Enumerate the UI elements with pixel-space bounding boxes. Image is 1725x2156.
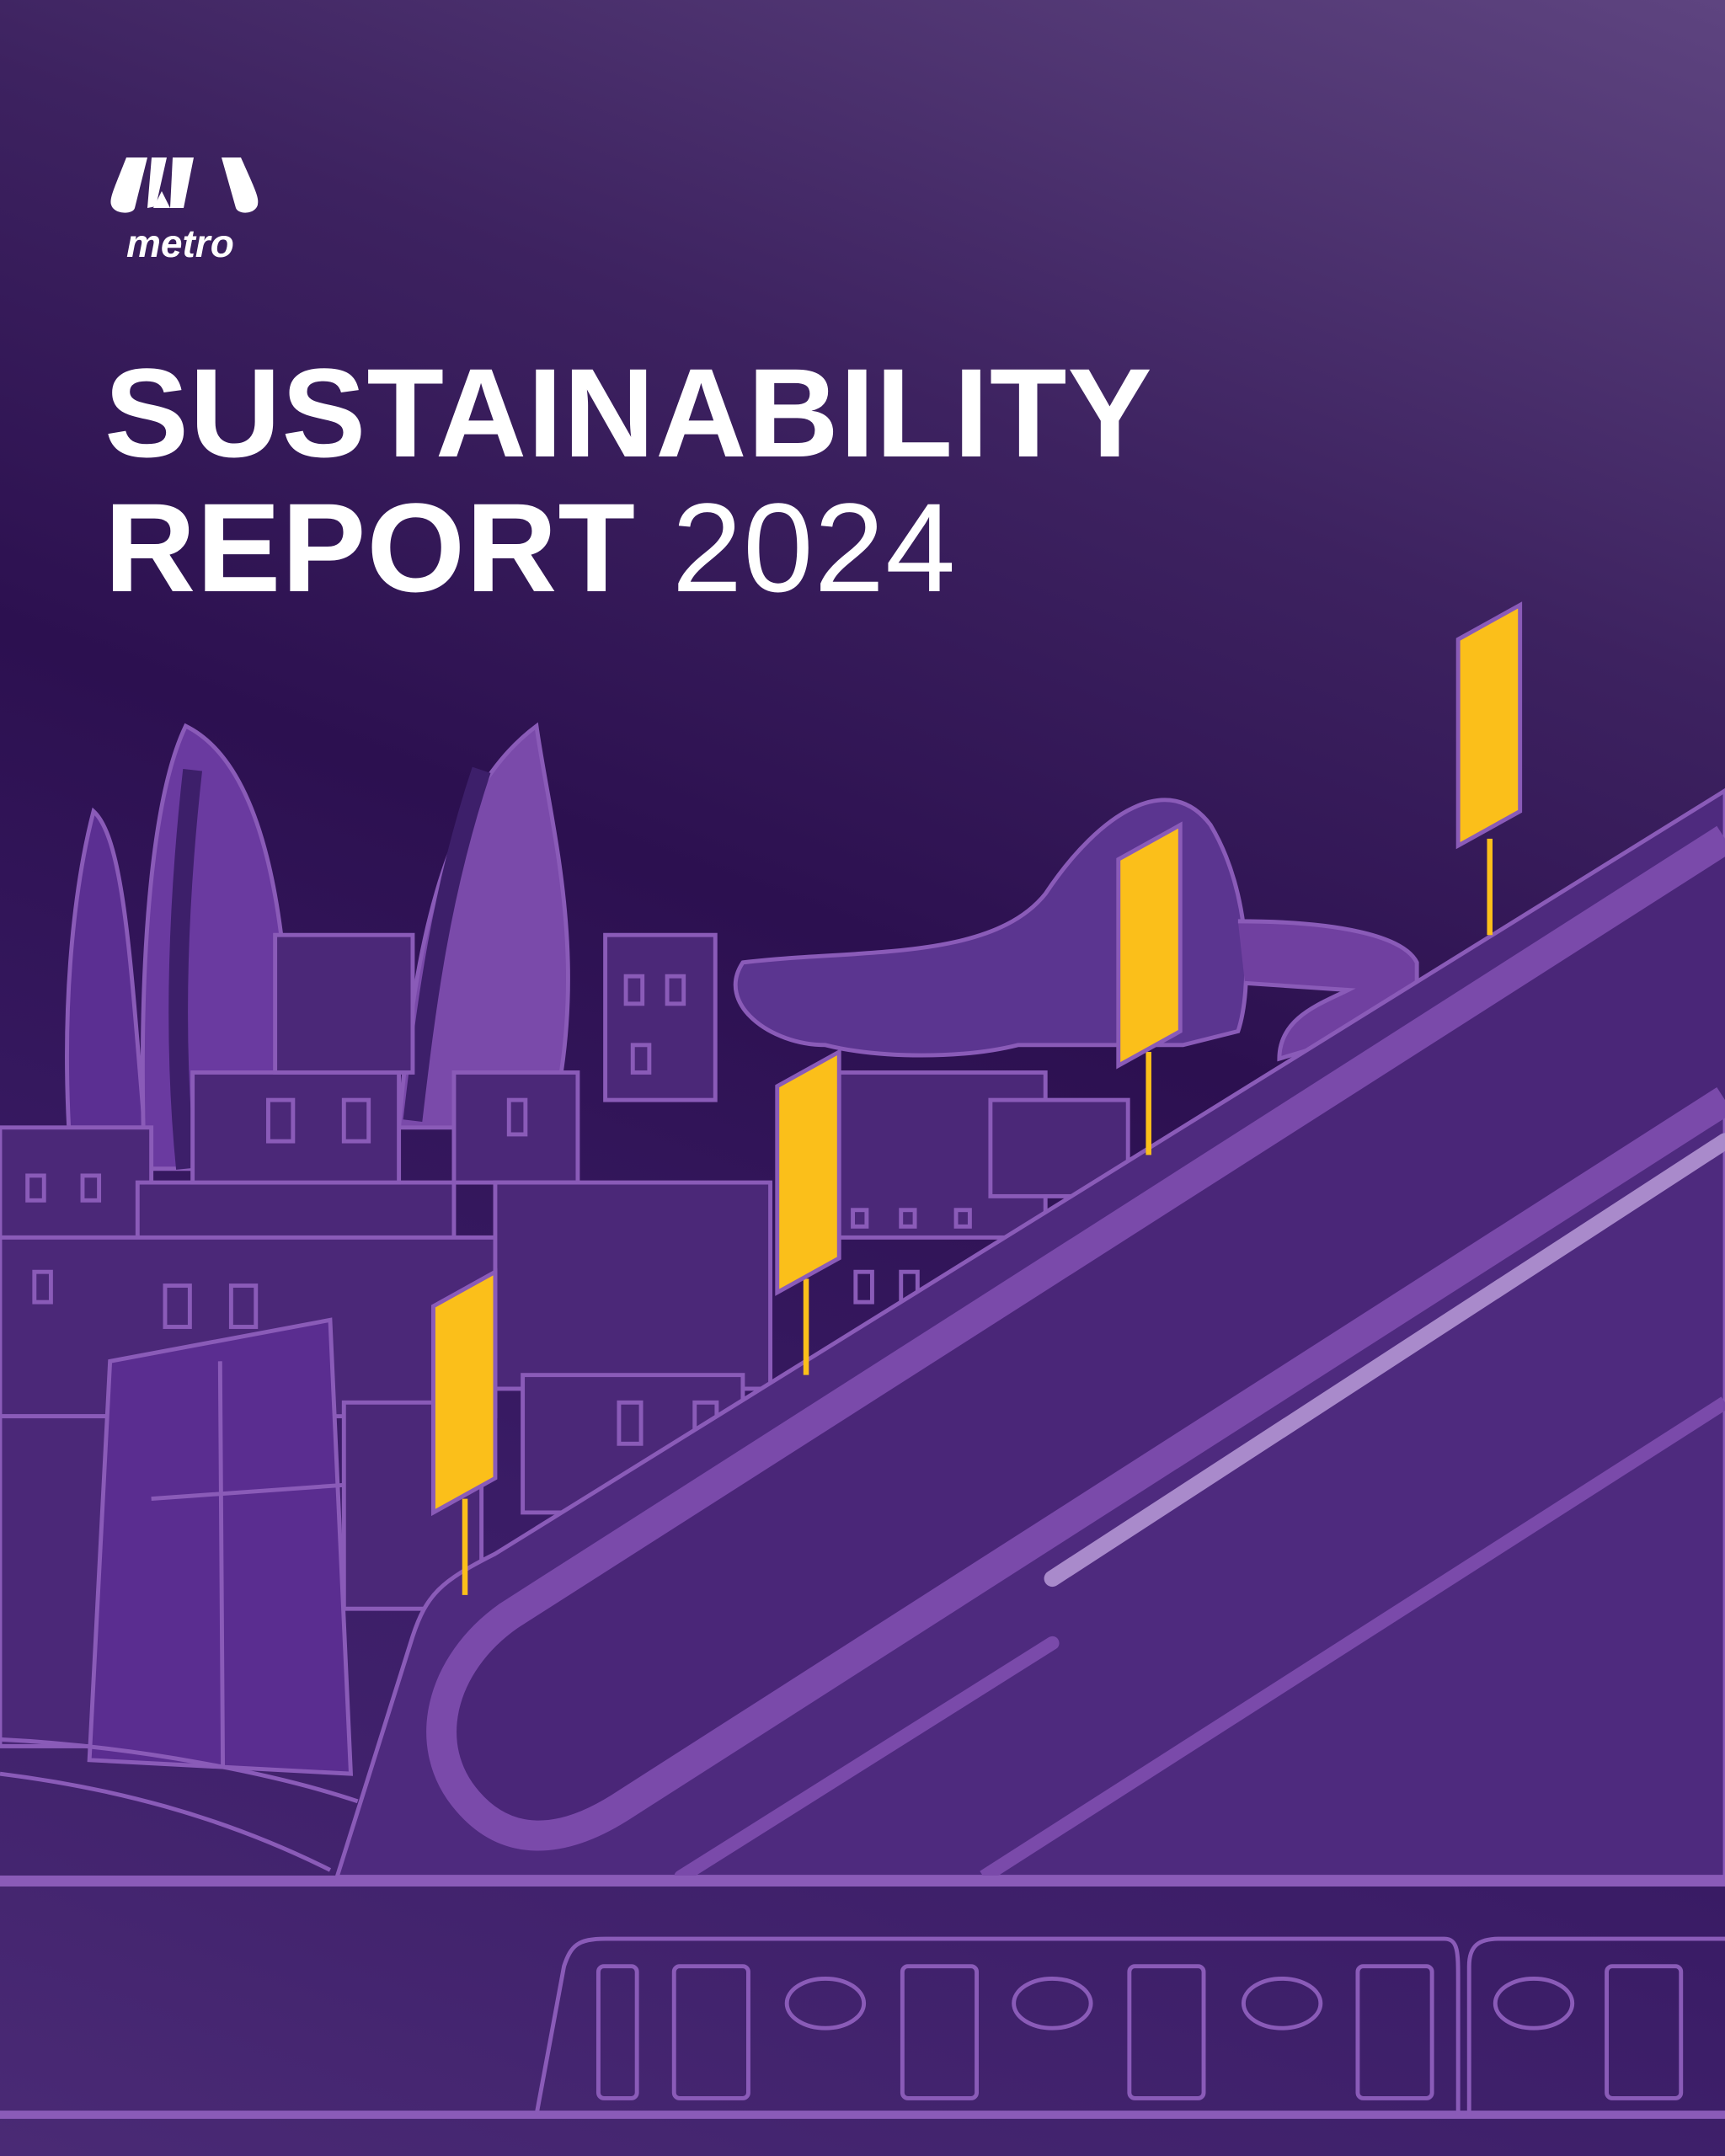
report-word: REPORT bbox=[104, 477, 637, 618]
report-year: 2024 bbox=[671, 477, 957, 618]
sign-3 bbox=[1116, 821, 1183, 1070]
sign-4 bbox=[1455, 601, 1523, 850]
brand-wordmark: metro bbox=[126, 221, 234, 265]
flame-tower-left bbox=[65, 807, 147, 1130]
escalator-highlight bbox=[1044, 1133, 1725, 1588]
report-title-line2: REPORT 2024 bbox=[104, 484, 956, 611]
sign-2 bbox=[775, 1048, 841, 1296]
metro-m-logo-icon bbox=[110, 157, 259, 213]
metro-train bbox=[534, 1936, 1725, 2116]
sign-1 bbox=[431, 1268, 498, 1517]
report-title-line1: SUSTAINABILITY bbox=[104, 342, 1153, 483]
yellow-signs bbox=[462, 838, 1493, 1595]
